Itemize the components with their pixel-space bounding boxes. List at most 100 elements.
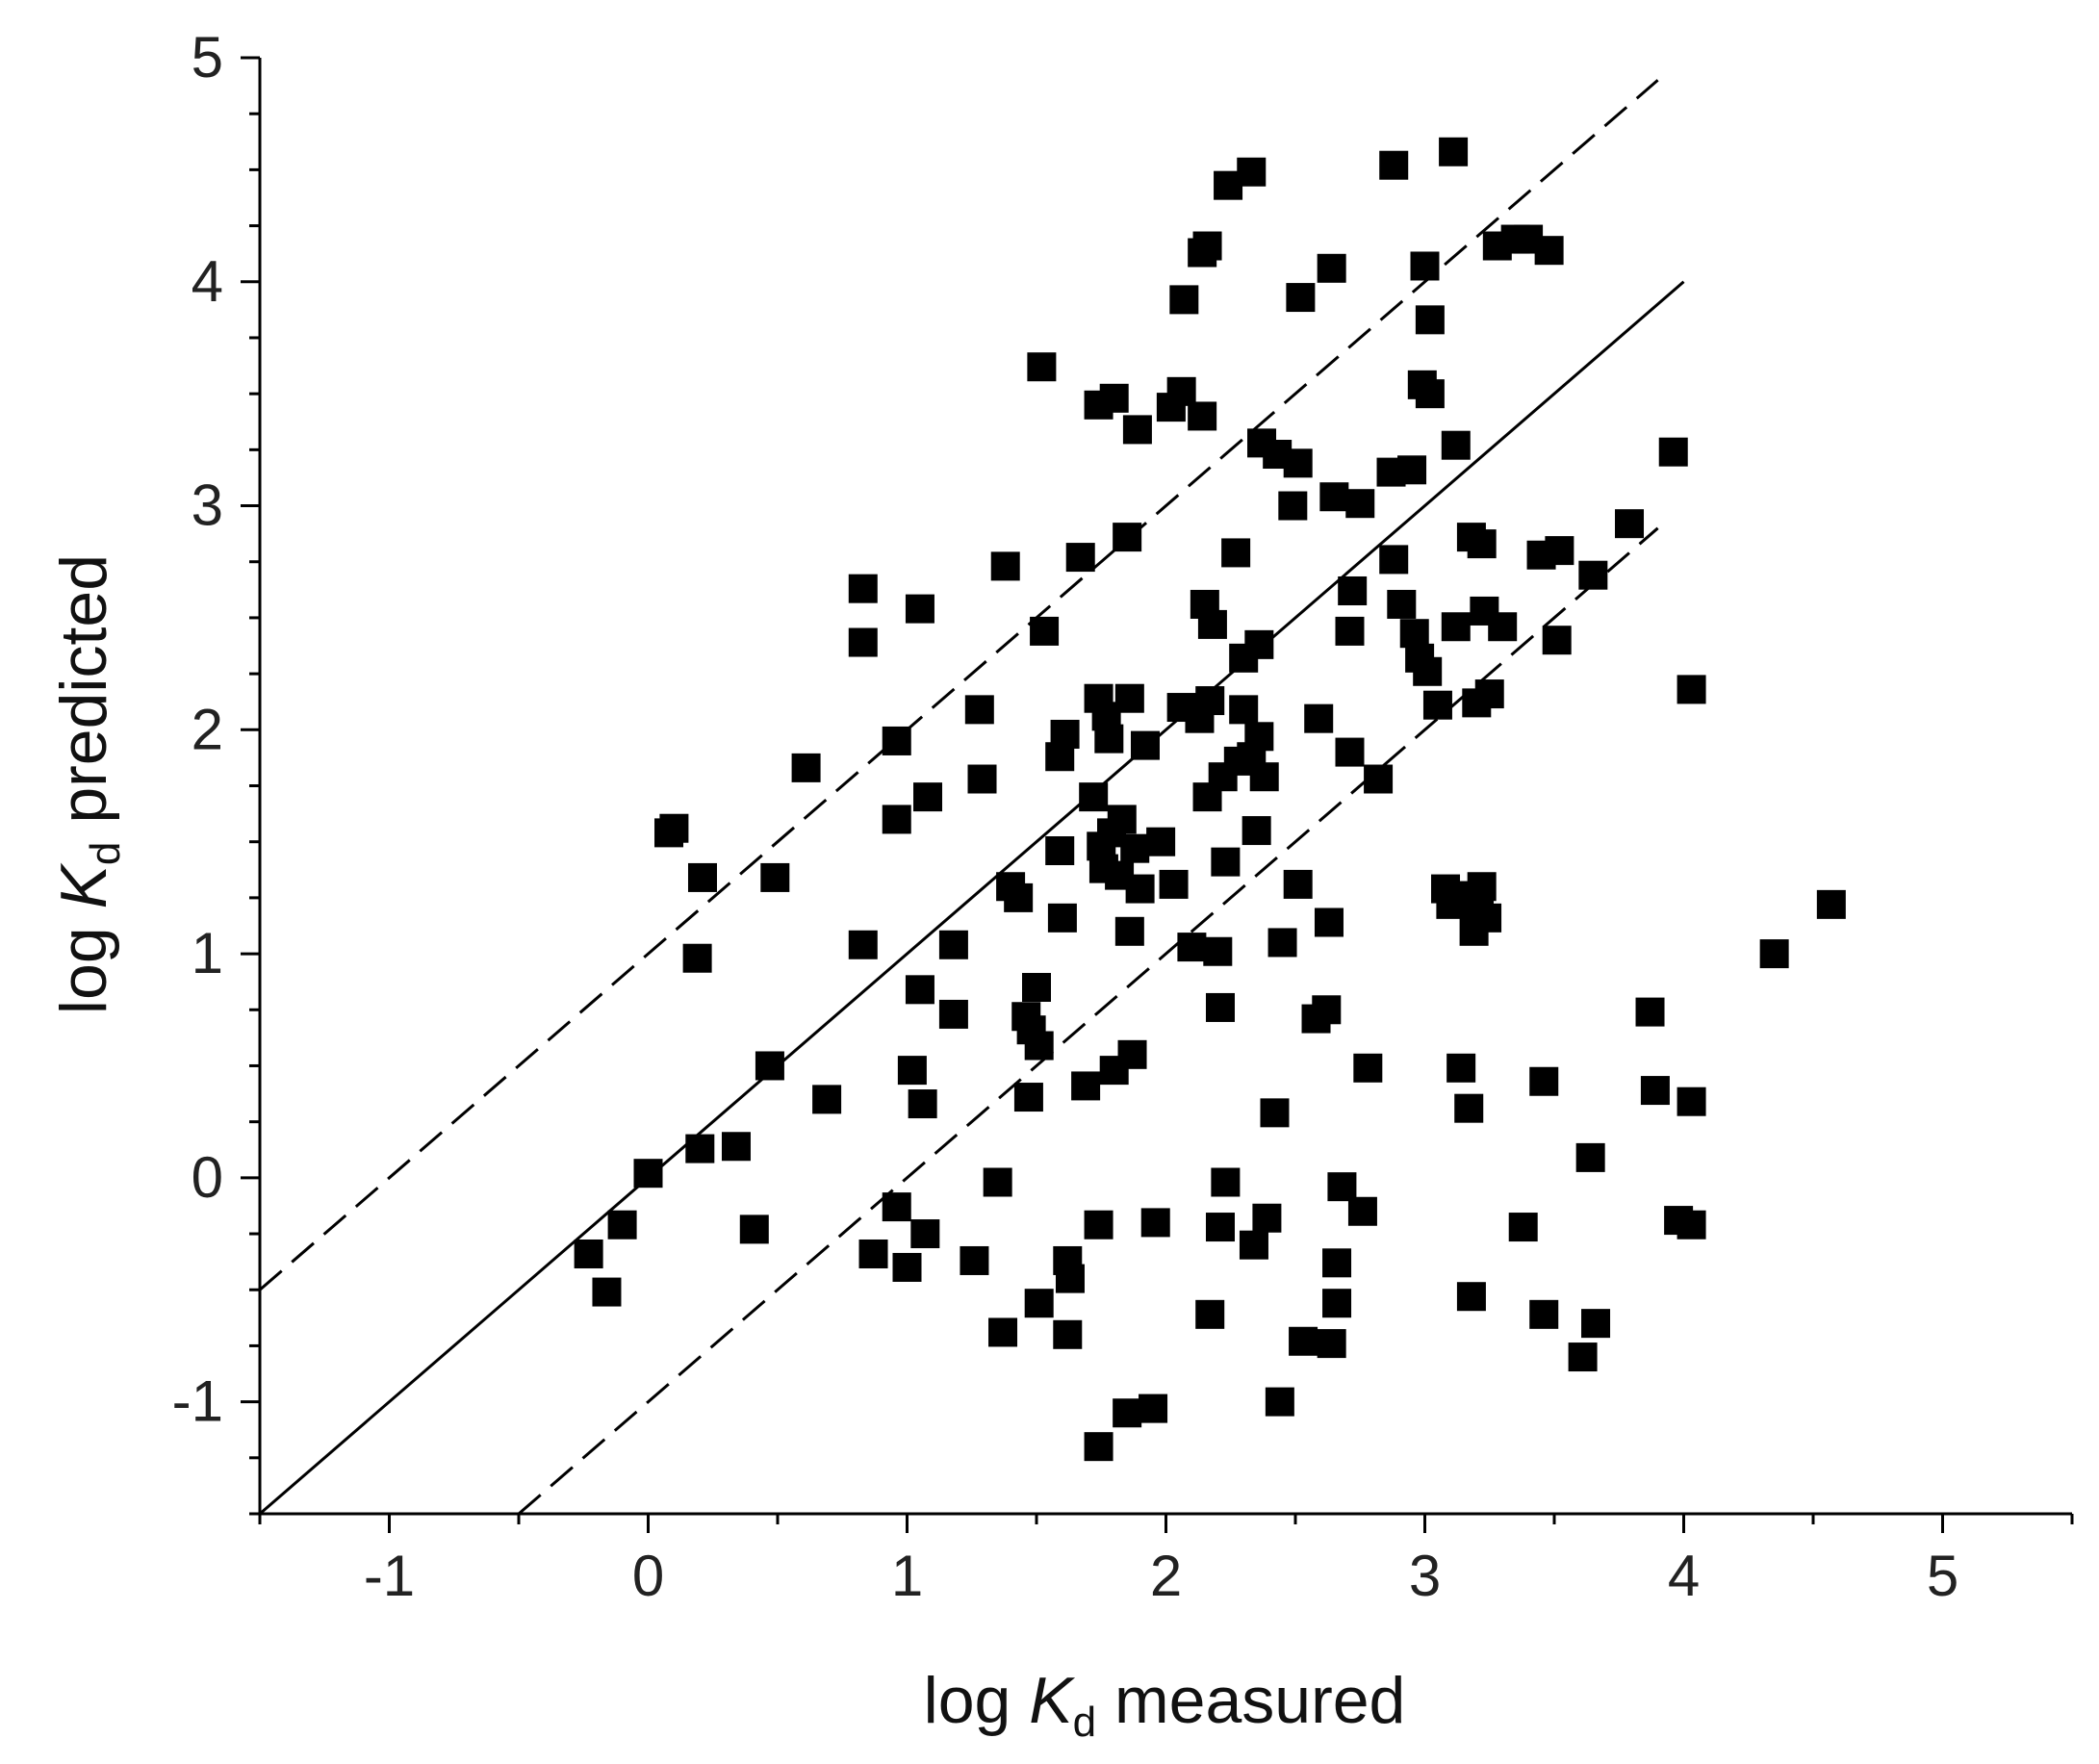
data-point bbox=[1024, 1289, 1054, 1318]
data-point bbox=[1542, 626, 1572, 655]
data-point bbox=[1677, 675, 1706, 704]
data-point bbox=[1568, 1342, 1598, 1372]
data-point bbox=[1084, 1432, 1113, 1462]
data-point bbox=[1312, 995, 1342, 1025]
data-point bbox=[910, 1219, 940, 1249]
data-point bbox=[1113, 1398, 1142, 1428]
data-point bbox=[1283, 448, 1313, 478]
data-point bbox=[1319, 482, 1349, 512]
data-point bbox=[721, 1132, 751, 1162]
axis-ticks bbox=[241, 56, 2074, 1533]
data-point bbox=[1229, 695, 1259, 725]
data-point bbox=[1055, 1264, 1085, 1293]
data-point bbox=[1283, 869, 1313, 899]
data-point bbox=[1317, 1329, 1346, 1359]
data-point bbox=[1188, 401, 1217, 431]
data-point bbox=[1677, 1087, 1706, 1116]
y-tick-label: 1 bbox=[192, 921, 223, 985]
data-point bbox=[1413, 656, 1443, 686]
data-point bbox=[1322, 1289, 1352, 1318]
data-point bbox=[1364, 764, 1394, 794]
data-point bbox=[1166, 376, 1196, 406]
data-point bbox=[1053, 1319, 1083, 1349]
data-point bbox=[1130, 730, 1160, 760]
y-tick-label: 3 bbox=[192, 473, 223, 538]
data-point bbox=[1079, 782, 1109, 812]
x-axis-label-prefix: log bbox=[924, 1664, 1030, 1737]
data-point bbox=[1327, 1172, 1357, 1202]
data-point bbox=[1379, 150, 1409, 180]
y-tick-label: 5 bbox=[192, 25, 223, 89]
data-point bbox=[1472, 903, 1502, 933]
data-point bbox=[908, 1089, 937, 1119]
data-point bbox=[1260, 1098, 1290, 1128]
y-tick-label: 2 bbox=[192, 697, 223, 761]
data-point bbox=[1456, 1282, 1486, 1312]
x-tick-label: 0 bbox=[632, 1544, 664, 1608]
data-point bbox=[967, 764, 997, 794]
data-point bbox=[1084, 1210, 1113, 1240]
data-point bbox=[1347, 1196, 1377, 1226]
data-point bbox=[1140, 1208, 1170, 1238]
data-point bbox=[592, 1277, 622, 1307]
data-point bbox=[1474, 679, 1504, 709]
data-point bbox=[1146, 827, 1176, 856]
data-point bbox=[1211, 847, 1241, 877]
data-point bbox=[1454, 1093, 1484, 1123]
data-point bbox=[848, 930, 878, 959]
data-point bbox=[882, 726, 911, 755]
data-point bbox=[760, 862, 790, 892]
identity-line bbox=[259, 280, 1685, 1516]
data-points bbox=[574, 137, 1846, 1462]
y-axis-label-suffix: predicted bbox=[47, 554, 120, 842]
data-point bbox=[1677, 1210, 1706, 1240]
data-point bbox=[938, 999, 968, 1029]
data-point bbox=[1439, 137, 1469, 166]
data-point bbox=[1205, 1213, 1235, 1242]
data-point bbox=[1397, 455, 1427, 485]
data-point bbox=[983, 1167, 1012, 1197]
data-point bbox=[1113, 523, 1142, 552]
data-point bbox=[1203, 936, 1233, 966]
data-point bbox=[1114, 916, 1144, 946]
data-point bbox=[1353, 1053, 1383, 1083]
data-point bbox=[1065, 543, 1095, 573]
data-point bbox=[1387, 589, 1417, 619]
data-point bbox=[739, 1214, 769, 1244]
data-point bbox=[1640, 1076, 1670, 1106]
x-tick-label: 2 bbox=[1150, 1544, 1182, 1608]
data-point bbox=[1045, 836, 1075, 866]
data-point bbox=[1195, 1299, 1225, 1329]
data-point bbox=[1047, 903, 1077, 933]
data-point bbox=[1441, 430, 1471, 460]
data-point bbox=[1304, 703, 1334, 733]
data-point bbox=[1120, 833, 1150, 863]
data-point bbox=[633, 1159, 663, 1189]
data-point bbox=[1159, 869, 1189, 899]
dashed-reference-line bbox=[518, 526, 1659, 1516]
x-axis-label: log Kd measured bbox=[924, 1664, 1406, 1746]
data-point bbox=[1267, 928, 1297, 958]
data-point bbox=[1195, 686, 1225, 716]
data-point bbox=[1314, 908, 1344, 937]
x-axis-label-subscript: d bbox=[1073, 1699, 1096, 1746]
data-point bbox=[755, 1051, 784, 1081]
data-point bbox=[1759, 939, 1789, 969]
data-point bbox=[858, 1239, 888, 1268]
data-point bbox=[1467, 529, 1497, 559]
x-tick-label: 1 bbox=[891, 1544, 923, 1608]
x-axis-label-symbol: K bbox=[1029, 1664, 1075, 1737]
y-axis-label: log Kd predicted bbox=[47, 554, 129, 1014]
data-point bbox=[1578, 560, 1608, 590]
data-point bbox=[1107, 805, 1137, 834]
data-point bbox=[892, 1252, 922, 1282]
data-point bbox=[1635, 997, 1665, 1027]
data-point bbox=[1094, 724, 1124, 754]
data-point bbox=[574, 1239, 603, 1268]
data-point bbox=[659, 813, 689, 843]
data-point bbox=[1022, 972, 1051, 1002]
data-point bbox=[1239, 1230, 1268, 1260]
data-point bbox=[607, 1210, 637, 1240]
x-tick-label: -1 bbox=[364, 1544, 415, 1608]
